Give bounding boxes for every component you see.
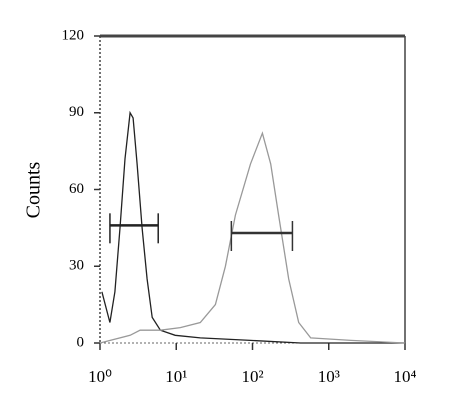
x-tick-label: 10¹: [165, 367, 187, 386]
histogram-line: [99, 131, 406, 344]
y-tick-label: 90: [69, 104, 84, 120]
x-tick-label: 10⁰: [88, 367, 112, 386]
histogram-line: [101, 110, 405, 344]
y-tick-label: 30: [69, 258, 84, 274]
x-tick-label: 10²: [241, 367, 263, 386]
y-tick-label: 120: [62, 27, 85, 43]
x-tick-label: 10⁴: [394, 367, 417, 386]
y-axis-label: Counts: [23, 161, 45, 218]
x-tick-label: 10³: [318, 367, 340, 386]
y-tick-label: 60: [69, 181, 84, 197]
y-tick-label: 0: [77, 334, 85, 350]
